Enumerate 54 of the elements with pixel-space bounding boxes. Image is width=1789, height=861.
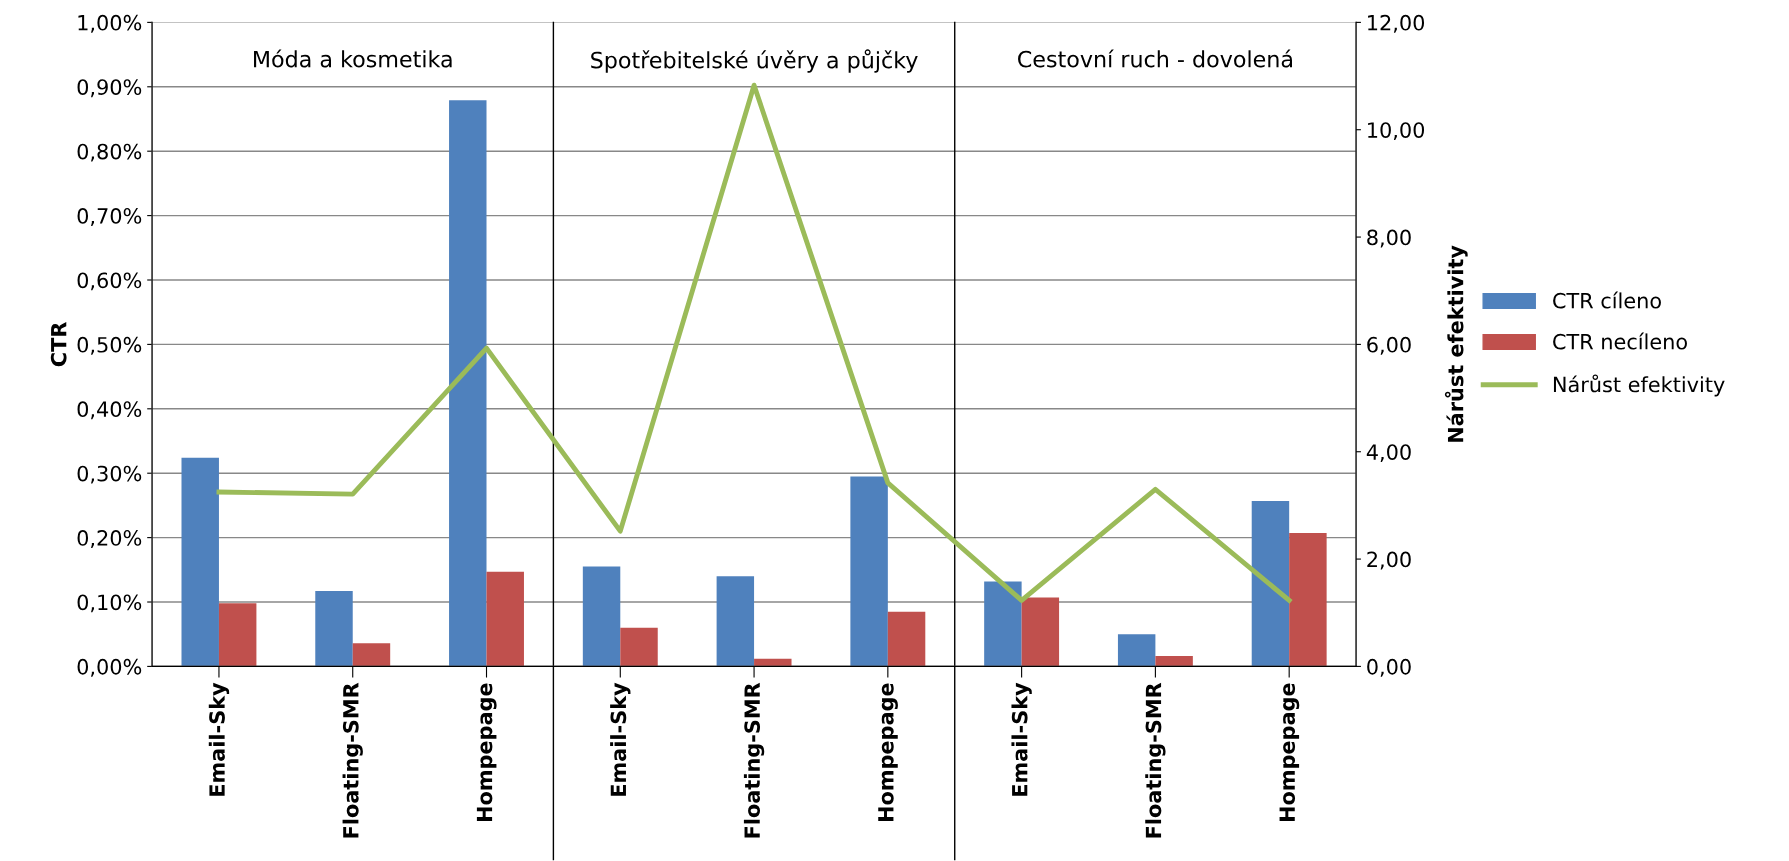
y-tick-label: 0,10% [77,594,142,613]
bar [1251,500,1290,667]
bar [1289,533,1327,667]
bar [887,611,926,667]
x-tick-label: Floating-SMR [342,682,363,838]
y2-axis-title: Nárůst efektivity [1444,245,1468,442]
bar [1155,656,1193,667]
bar [352,643,391,667]
bar [754,658,792,667]
x-tick-label: Email-Sky [610,682,631,796]
y2-tick-label: 4,00 [1366,444,1411,463]
y-tick-label: 0,70% [77,208,142,226]
y2-tick-label: 12,00 [1368,14,1425,33]
annotation: Cestovní ruch - dovolená [1018,49,1292,68]
y-tick-label: 0,90% [77,79,142,98]
annotation: Spotřebitelské úvěry a půjčky [591,49,918,73]
bar [181,457,219,667]
y-axis-title: CTR [50,322,67,367]
bar [850,476,888,667]
x-tick-label: Hompepage [476,683,497,821]
bar [984,581,1022,667]
y-tick-label: 0,00% [77,658,142,677]
y-tick-label: 0,60% [77,272,142,291]
x-tick-label: Email-Sky [208,682,230,796]
bar [218,603,257,667]
line-series [216,82,1292,603]
x-tick-label: Hompepage [878,683,898,821]
y2-tick-label: 10,00 [1368,122,1425,141]
y-tick-label: 0,50% [77,336,142,355]
y-tick-label: 0,80% [77,143,142,162]
x-tick-label: Email-Sky [1011,682,1032,796]
legend-label: Nárůst efektivity [1553,374,1725,397]
x-tick-label: Hompepage [1279,683,1300,821]
bar [582,566,621,667]
legend-label: CTR cíleno [1553,291,1661,309]
bar [716,576,755,667]
bar [486,571,524,667]
y2-tick-label: 8,00 [1367,229,1411,248]
x-tick-label: Floating-SMR [743,682,765,838]
bar [620,627,658,667]
y-tick-label: 1,00% [78,14,142,33]
y2-tick-label: 6,00 [1367,336,1411,355]
bar [1117,634,1156,667]
bar [449,100,487,667]
y2-tick-label: 2,00 [1367,551,1411,570]
y-tick-label: 0,30% [77,465,142,484]
y2-tick-label: 0,00 [1367,658,1411,677]
bar [315,591,353,667]
y-tick-label: 0,20% [77,530,142,548]
legend-label: CTR necíleno [1553,332,1687,350]
y-tick-label: 0,40% [77,401,142,420]
annotation: Móda a kosmetika [254,49,452,68]
x-tick-label: Floating-SMR [1145,682,1166,838]
bar [1021,597,1060,667]
